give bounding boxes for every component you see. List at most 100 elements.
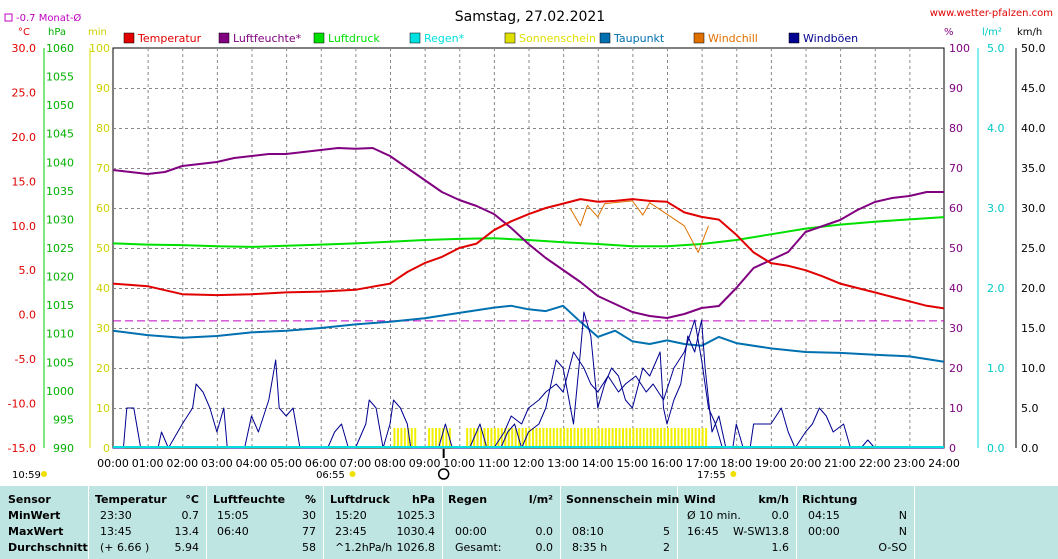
- direction-header: Richtung: [802, 493, 858, 506]
- humidity-axis-tick-label: 80: [949, 122, 963, 135]
- temperature-time: 23:30: [100, 509, 132, 522]
- sunshine-bar: [694, 428, 697, 448]
- legend-label: Taupunkt: [613, 32, 665, 45]
- pressure-axis-tick-label: 995: [53, 413, 74, 426]
- sunshine-axis-tick-label: 80: [96, 122, 110, 135]
- sunshine-axis-tick-label: 40: [96, 282, 110, 295]
- humidity-unit-header: %: [304, 493, 316, 506]
- sunshine-bar: [705, 428, 708, 448]
- temperature-unit-header: °C: [185, 493, 199, 506]
- rain-unit-header: l/m²: [528, 493, 553, 506]
- legend-label: Windchill: [708, 32, 758, 45]
- humidity-value: 77: [302, 525, 316, 538]
- x-tick-label: 12:00: [513, 457, 545, 470]
- temperature-axis-tick-label: -5.0: [15, 353, 36, 366]
- humidity-axis-tick-label: 70: [949, 162, 963, 175]
- pressure-value: 1026.8: [396, 541, 436, 554]
- sunshine-bar: [545, 428, 548, 448]
- pressure-axis-tick-label: 1030: [46, 213, 74, 226]
- wind-axis-tick-label: 10.0: [1021, 362, 1046, 375]
- sunshine-bar: [615, 428, 618, 448]
- x-tick-label: 07:00: [340, 457, 372, 470]
- sunshine-bar: [431, 428, 434, 448]
- sunshine-bar: [656, 428, 659, 448]
- sunshine-bar: [490, 428, 493, 448]
- sunshine-axis-tick-label: 90: [96, 82, 110, 95]
- temperature-time: (+ 6.66 ): [100, 541, 150, 554]
- sunshine-bar: [535, 428, 538, 448]
- now-marker-icon: [437, 468, 450, 480]
- direction-time: 04:15: [808, 509, 840, 522]
- temperature-axis-tick-label: 0.0: [19, 309, 37, 322]
- humidity-axis-tick-label: 90: [949, 82, 963, 95]
- table-divider: [677, 486, 678, 559]
- sunshine-bar: [653, 428, 656, 448]
- rain-header: Regen: [448, 493, 488, 506]
- pressure-axis-tick-label: 1055: [46, 71, 74, 84]
- rain-axis-tick-label: 1.0: [987, 362, 1005, 375]
- temperature-axis-tick-label: 25.0: [12, 86, 37, 99]
- temperature-unit: °C: [18, 27, 30, 38]
- sunshine-value: 5: [663, 525, 670, 538]
- pressure-value: 1030.4: [396, 525, 436, 538]
- x-tick-label: 00:00: [97, 457, 129, 470]
- sunshine-bar: [514, 428, 517, 448]
- chart-title: Samstag, 27.02.2021: [455, 9, 605, 25]
- legend-swatch: [693, 32, 705, 44]
- row-label: MaxWert: [8, 525, 64, 538]
- sunshine-bar: [531, 428, 534, 448]
- direction-value: N: [898, 509, 907, 522]
- wind-value: 0.0: [771, 509, 790, 522]
- sunshine-bar: [680, 428, 683, 448]
- humidity-axis-tick-label: 100: [949, 42, 970, 55]
- sunshine-bar: [573, 428, 576, 448]
- sunshine-bar: [542, 428, 545, 448]
- sunshine-bar: [632, 428, 635, 448]
- table-divider: [796, 486, 797, 559]
- x-tick-label: 05:00: [270, 457, 302, 470]
- sunshine-bar: [445, 428, 448, 448]
- sunshine-bar: [493, 428, 496, 448]
- humidity-time: 15:05: [217, 509, 249, 522]
- sunshine-bar: [608, 428, 611, 448]
- pressure-axis-tick-label: 1000: [46, 385, 74, 398]
- sunshine-bar: [414, 428, 417, 448]
- wind-axis-tick-label: 0.0: [1021, 442, 1039, 455]
- x-tick-label: 06:00: [305, 457, 337, 470]
- pressure-axis-tick-label: 1025: [46, 242, 74, 255]
- temperature-value: 5.94: [174, 541, 200, 554]
- monthly-avg-label: -0.7 Monat-Ø: [16, 12, 81, 24]
- pressure-axis-tick-label: 1035: [46, 185, 74, 198]
- rain-axis-tick-label: 4.0: [987, 122, 1005, 135]
- legend-swatch: [788, 32, 800, 44]
- wind-unit-header: km/h: [758, 493, 789, 506]
- sunshine-bar: [597, 428, 600, 448]
- sunrise-icon: [349, 471, 356, 477]
- direction-value: O-SO: [878, 541, 907, 554]
- humidity-axis-tick-label: 40: [949, 282, 963, 295]
- sunshine-bar: [594, 428, 597, 448]
- temperature-axis-tick-label: -15.0: [8, 442, 36, 455]
- humidity-time: 06:40: [217, 525, 249, 538]
- row-label: MinWert: [8, 509, 61, 522]
- x-tick-label: 18:00: [720, 457, 752, 470]
- sunshine-bar: [601, 428, 604, 448]
- sunshine-bar: [466, 428, 469, 448]
- x-tick-label: 14:00: [582, 457, 614, 470]
- sunshine-value: 2: [663, 541, 670, 554]
- sunshine-bar: [660, 428, 663, 448]
- sunshine-bar: [646, 428, 649, 448]
- pressure-axis-tick-label: 990: [53, 442, 74, 455]
- pressure-time: ^1.2hPa/h: [335, 541, 393, 554]
- sunshine-bar: [507, 428, 510, 448]
- row-label: Durchschnitt: [8, 541, 88, 554]
- monthly-avg-icon: [4, 13, 13, 22]
- sunshine-bar: [435, 428, 438, 448]
- windchill-line: [569, 200, 709, 253]
- legend-swatch: [123, 32, 135, 44]
- table-divider: [442, 486, 443, 559]
- sunshine-bar: [580, 428, 583, 448]
- sunshine-bar: [556, 428, 559, 448]
- legend-swatch: [218, 32, 230, 44]
- wind-axis-tick-label: 35.0: [1021, 162, 1046, 175]
